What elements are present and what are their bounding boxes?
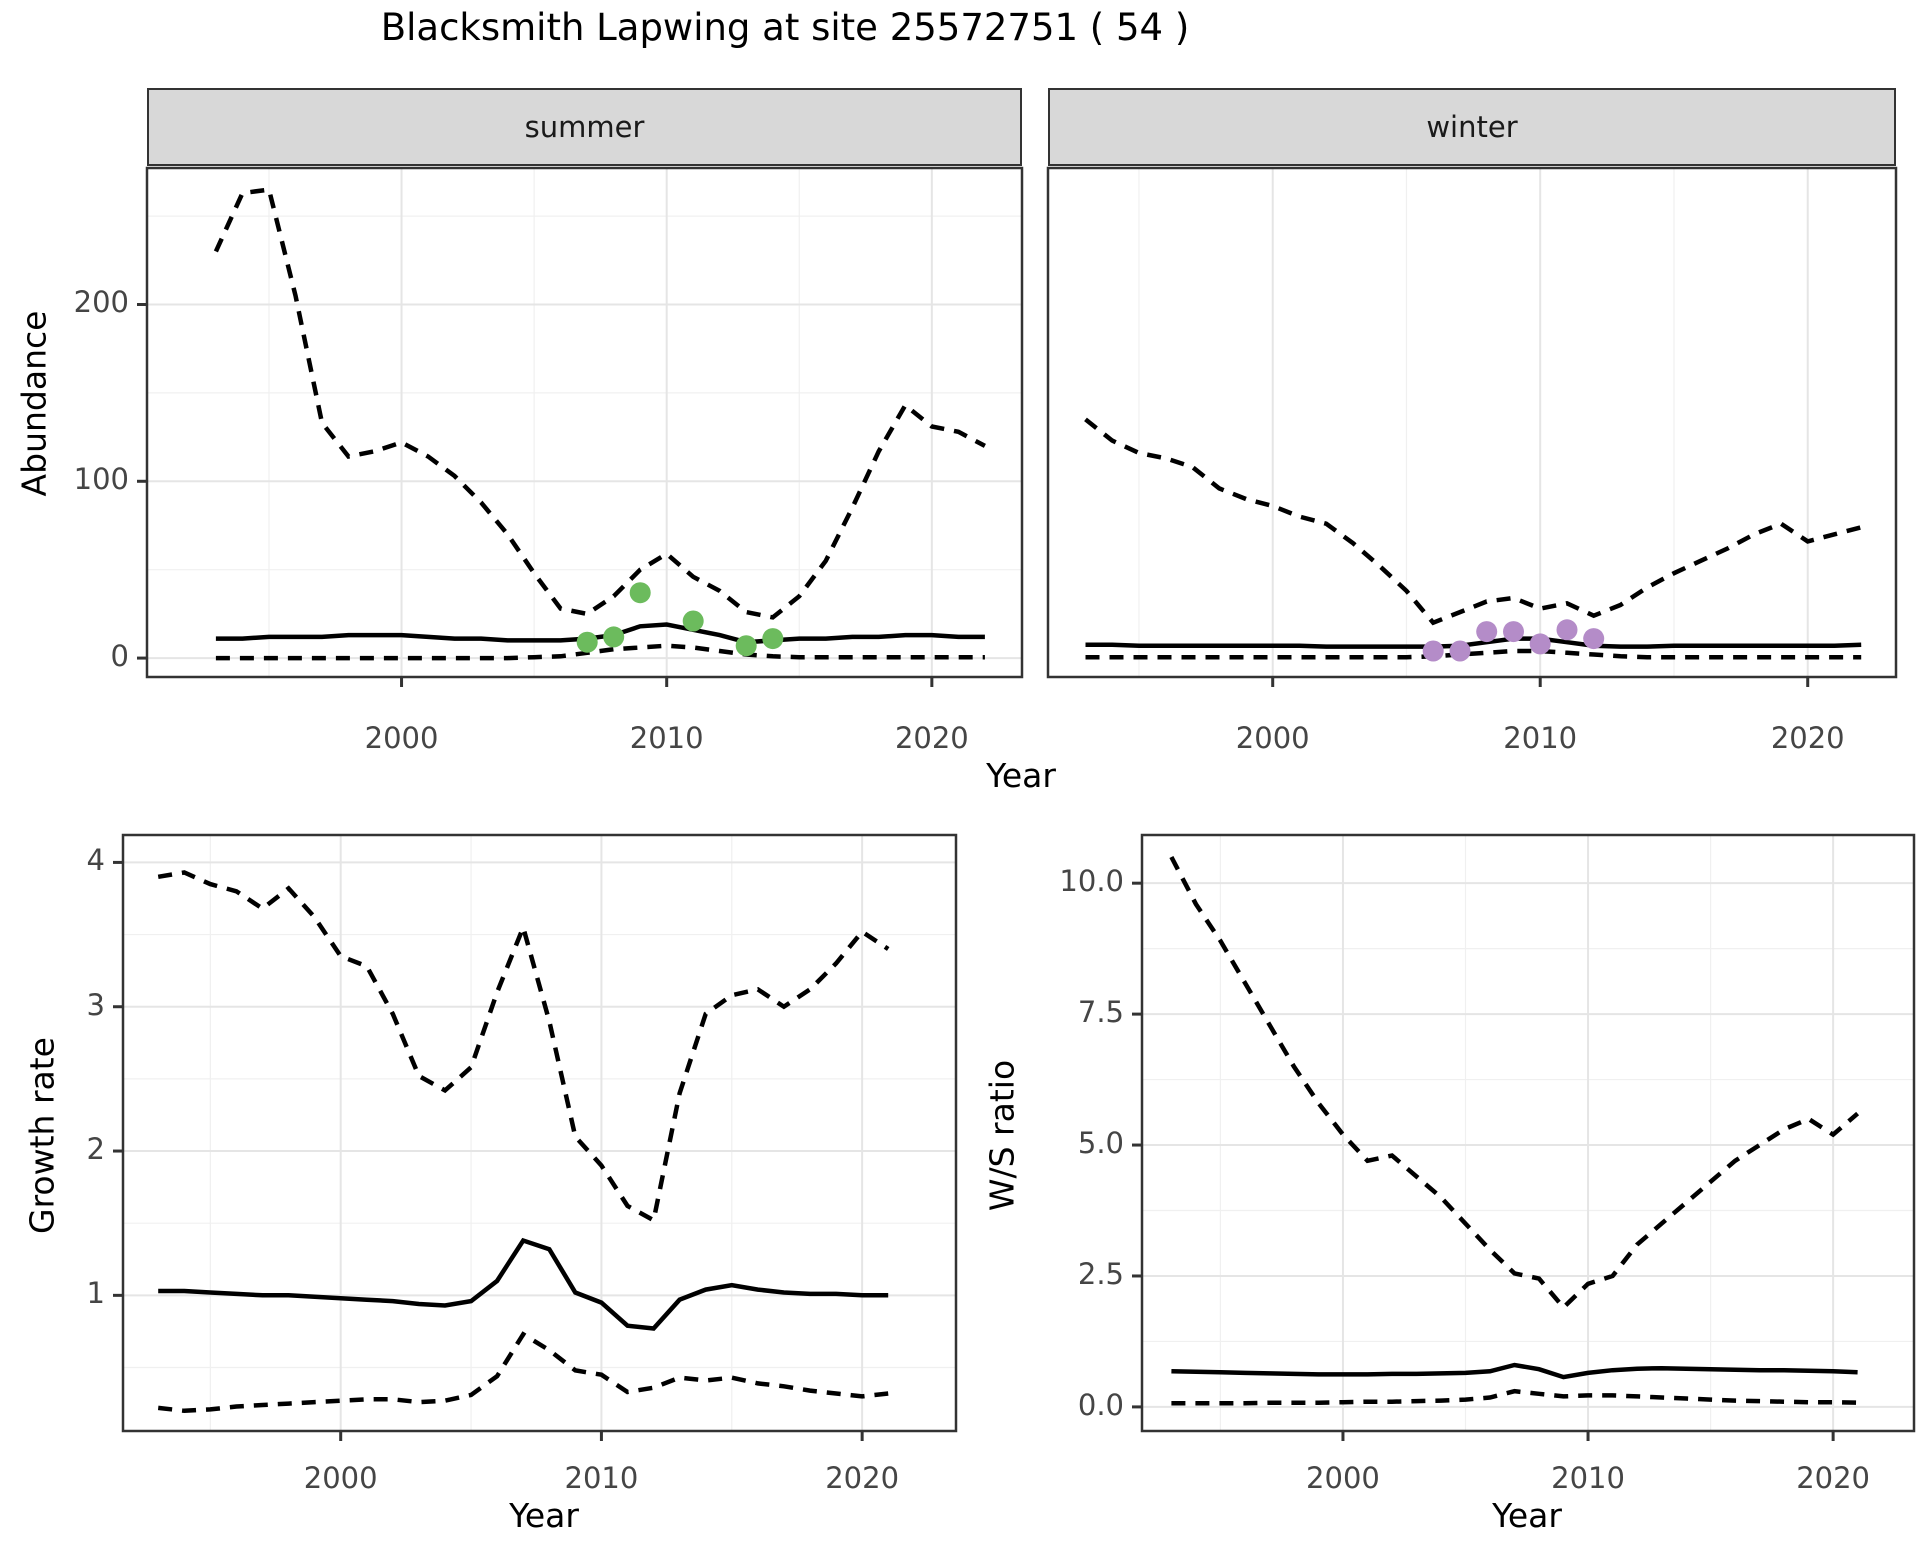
observed_counts_winter-point [1449, 640, 1471, 662]
y-tick-label: 10.0 [1059, 864, 1124, 899]
x-tick-label: 2010 [564, 1461, 639, 1495]
lower_ci-line [157, 1331, 889, 1414]
observed_counts_winter-point [1476, 621, 1498, 643]
observed_counts_summer-point [735, 635, 757, 657]
y-tick-label: 2.5 [1077, 1256, 1124, 1291]
observed_counts_summer-point [682, 610, 704, 632]
median-line [1171, 1362, 1858, 1380]
x-tick-label: 2000 [1306, 1461, 1380, 1495]
facet-strip-summer-label: summer [524, 110, 645, 144]
x-tick-label: 2020 [1770, 721, 1845, 755]
panel-background [147, 168, 1022, 677]
top-year-axis-title: Year [986, 756, 1056, 795]
y-tick-label: 0.0 [1077, 1387, 1124, 1422]
y-tick-label: 5.0 [1077, 1126, 1124, 1161]
observed_counts_winter-point [1422, 640, 1444, 662]
median-line [215, 622, 985, 645]
panel-background [1048, 168, 1896, 677]
y-tick-label: 7.5 [1077, 995, 1124, 1030]
panel-growth_rate [113, 833, 958, 1441]
x-tick-label: 2010 [1503, 721, 1578, 755]
y-tick-label: 3 [86, 987, 105, 1022]
panel-border [121, 833, 958, 1433]
ws-year-axis-title: Year [1492, 1496, 1562, 1535]
observed_counts_summer-point [603, 626, 625, 648]
y-tick-label: 0 [110, 639, 129, 674]
lower_ci-line [215, 643, 985, 661]
panel-abundance_winter [1046, 166, 1898, 687]
y-tick-label: 2 [86, 1132, 105, 1167]
facet-strip-summer: summer [147, 88, 1022, 166]
upper_ci-line [157, 870, 890, 1224]
x-tick-label: 2010 [629, 721, 704, 755]
lower_ci-line [1085, 648, 1862, 660]
x-tick-label: 2020 [1796, 1461, 1871, 1495]
facet-strip-winter-label: winter [1426, 110, 1518, 144]
panel-border [1046, 166, 1898, 679]
y-tick-label: 1 [86, 1276, 105, 1311]
upper_ci-line [1169, 855, 1860, 1311]
panel-background [1142, 835, 1914, 1431]
growth-year-axis-title: Year [509, 1496, 579, 1535]
page-title: Blacksmith Lapwing at site 25572751 ( 54… [380, 6, 1190, 49]
median-line [1085, 636, 1862, 649]
x-tick-label: 2010 [1551, 1461, 1625, 1495]
x-tick-label: 2000 [364, 721, 439, 755]
abundance-axis-title: Abundance [14, 310, 54, 497]
facet-strip-winter: winter [1048, 88, 1896, 166]
panel-border [145, 166, 1024, 679]
observed_counts_winter-point [1503, 621, 1524, 643]
observed_counts_winter-point [1583, 628, 1605, 650]
observed_counts_winter-point [1556, 619, 1578, 641]
observed_counts_winter-point [1529, 633, 1551, 655]
x-tick-label: 2000 [303, 1461, 378, 1495]
y-tick-label: 100 [73, 462, 129, 497]
observed_counts_summer-point [576, 631, 598, 653]
observed_counts_summer-point [762, 628, 784, 650]
upper_ci-line [1084, 417, 1862, 626]
y-tick-label: 4 [86, 843, 105, 878]
panel-ws_ratio [1132, 833, 1916, 1441]
median-line [158, 1237, 889, 1331]
x-tick-label: 2020 [825, 1461, 900, 1495]
panel-border [1140, 833, 1916, 1433]
x-tick-label: 2020 [894, 721, 969, 755]
panel-abundance_summer [137, 166, 1024, 687]
y-tick-label: 200 [73, 285, 129, 320]
observed_counts_summer-point [629, 582, 651, 604]
lower_ci-line [1171, 1388, 1858, 1406]
x-tick-label: 2000 [1235, 721, 1310, 755]
upper_ci-line [213, 187, 986, 620]
